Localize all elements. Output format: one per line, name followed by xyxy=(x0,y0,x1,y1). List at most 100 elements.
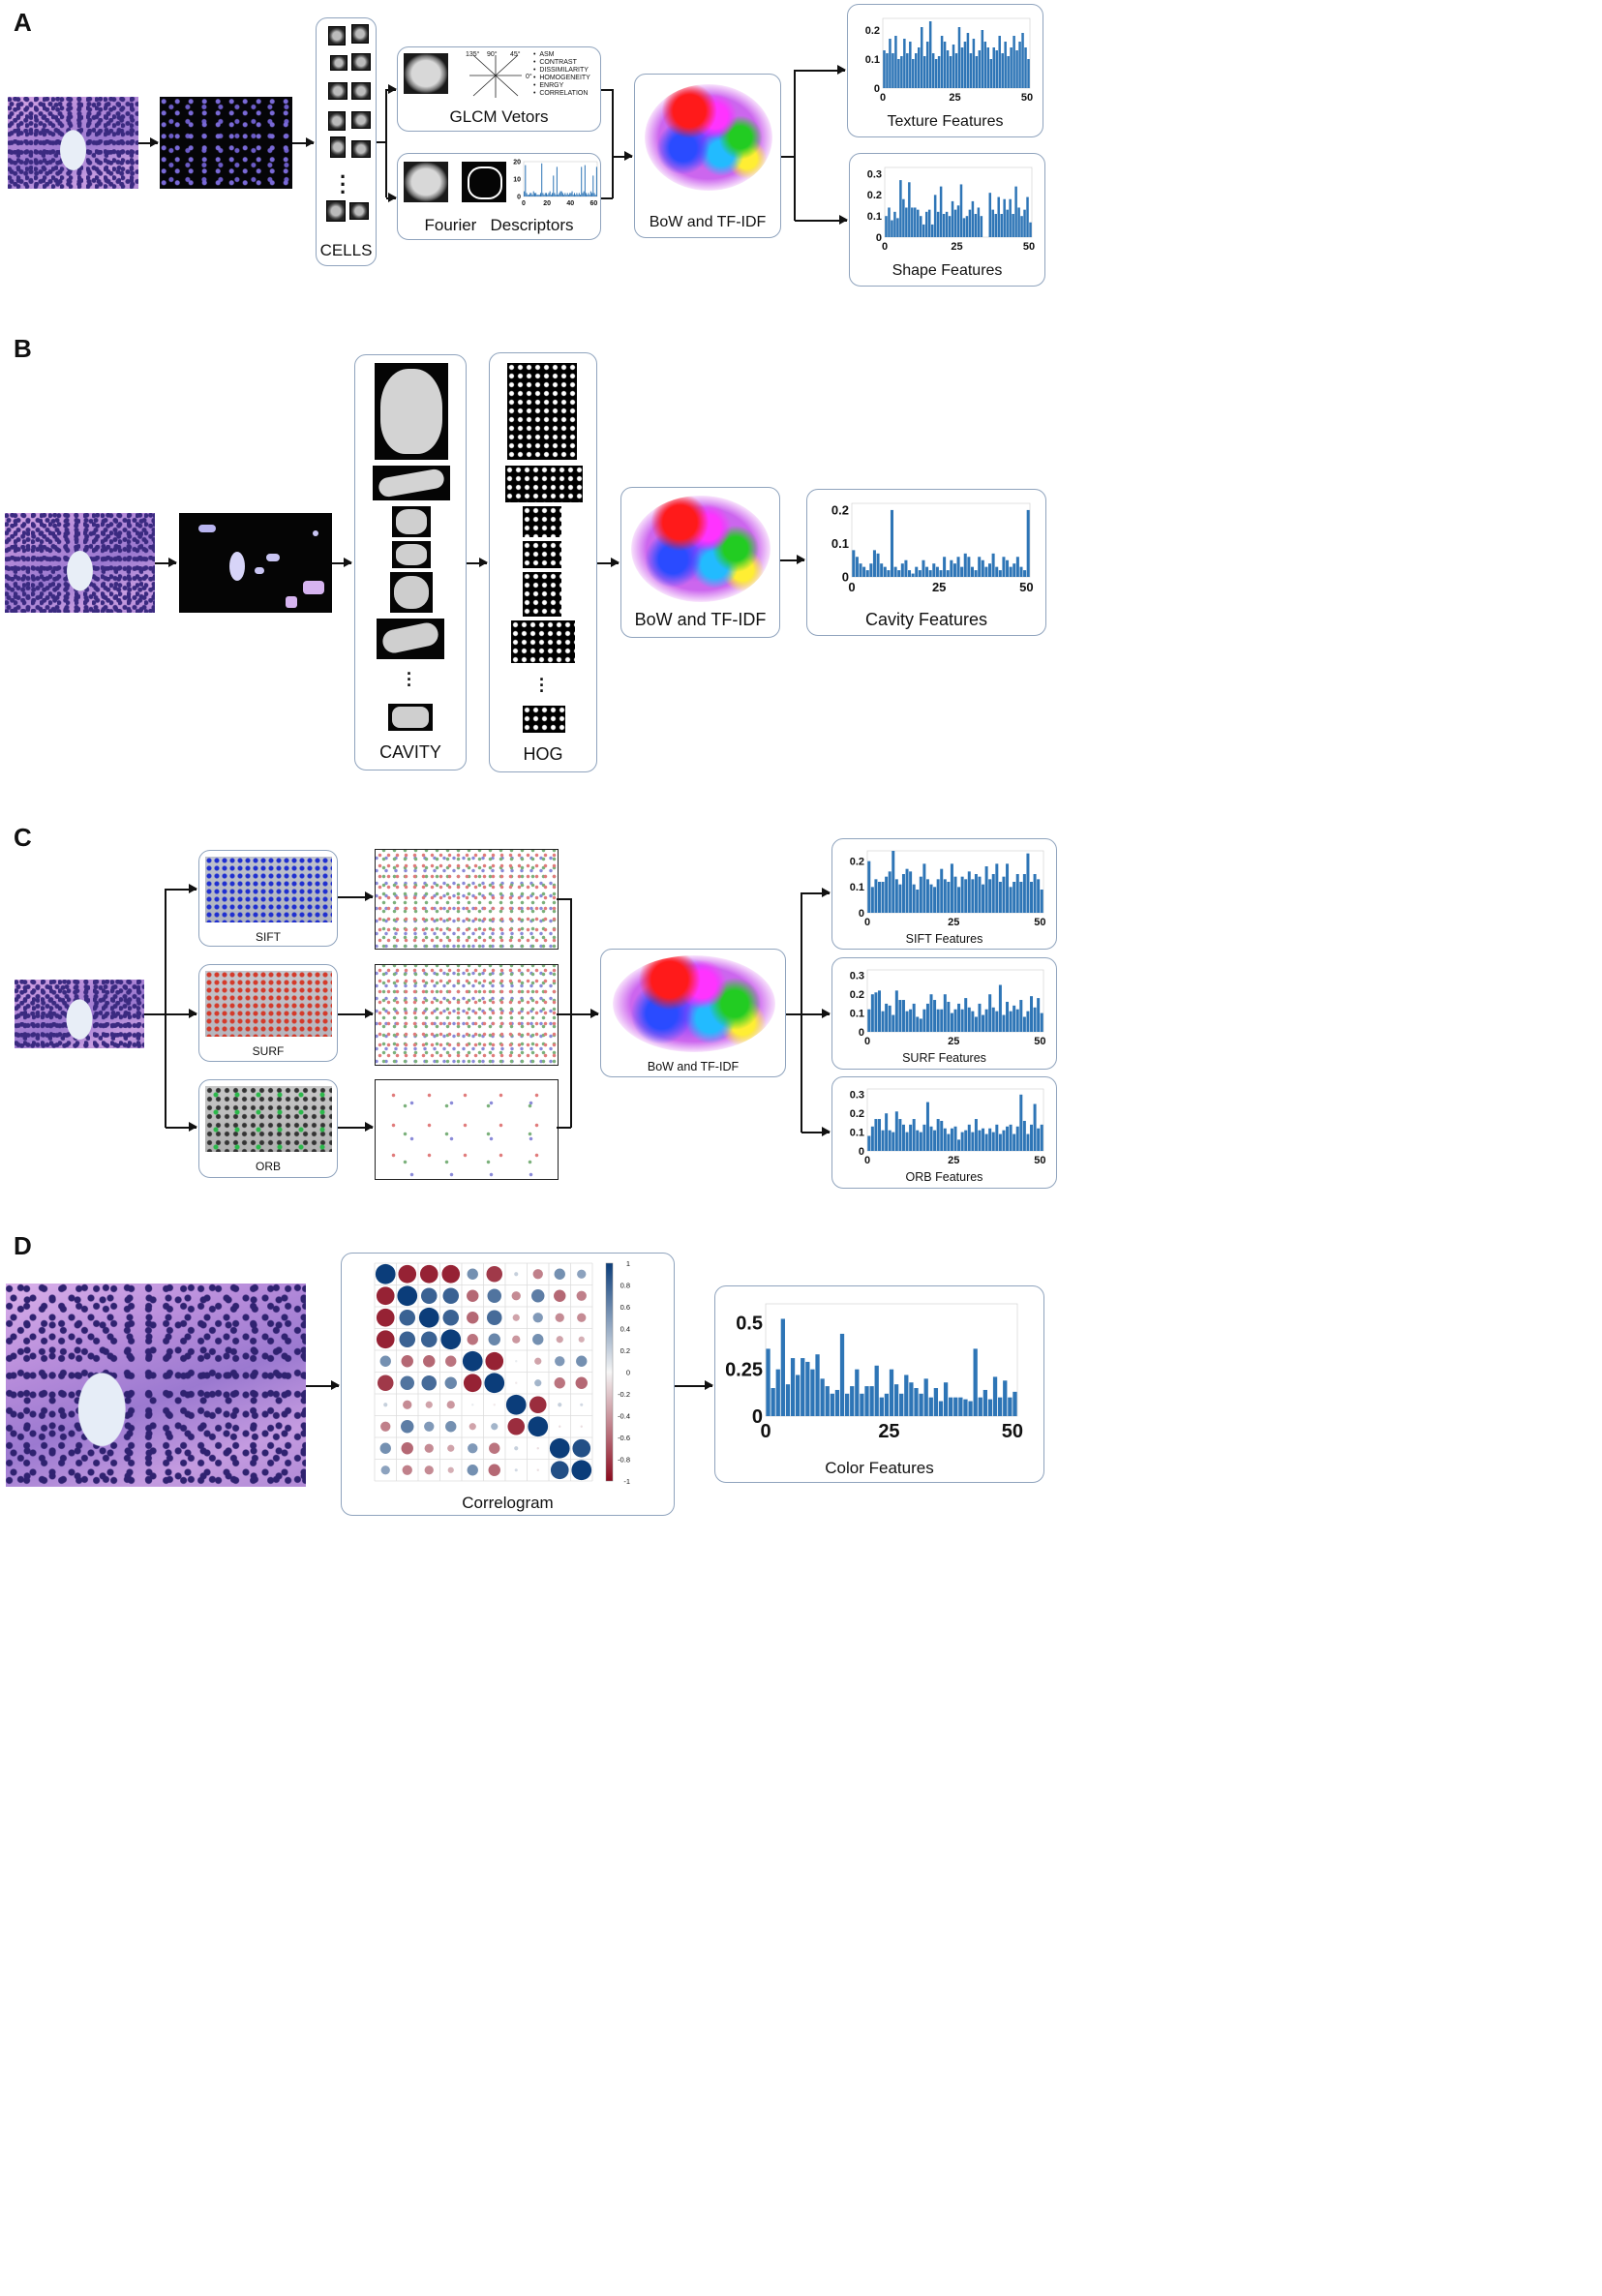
histogram-bar xyxy=(998,984,1002,1032)
histogram-bar xyxy=(586,193,588,196)
bow-box-b: BoW and TF-IDF xyxy=(620,487,780,638)
cavity-label: CAVITY xyxy=(379,742,441,762)
histogram-bar xyxy=(931,53,935,88)
correlation-circle xyxy=(558,1403,562,1407)
histogram-bar xyxy=(972,39,976,88)
histogram-bar xyxy=(919,1018,922,1032)
histogram-bar xyxy=(922,863,926,913)
y-tick-label: 0.2 xyxy=(850,989,864,1001)
correlation-circle xyxy=(379,1442,391,1454)
histogram-bar xyxy=(960,876,964,913)
correlation-circle xyxy=(559,1425,561,1428)
histogram-bar xyxy=(947,1133,951,1151)
cell-thumbnail xyxy=(351,82,371,100)
histogram-bar xyxy=(933,1388,939,1416)
histogram-bar xyxy=(556,166,558,196)
connector-line xyxy=(601,197,613,199)
cavity-blob xyxy=(303,581,324,594)
arrow-to-shape xyxy=(795,216,848,224)
cells-box: · · · CELLS xyxy=(316,17,377,266)
x-tick-label: 25 xyxy=(878,1421,899,1441)
histogram-bar xyxy=(852,550,856,577)
y-tick-label: 0 xyxy=(859,1146,864,1158)
histogram-bar xyxy=(949,1397,953,1416)
histogram-bar xyxy=(916,1130,920,1151)
histogram-bar xyxy=(967,871,971,913)
histogram-bar xyxy=(548,193,550,196)
histogram-bar xyxy=(943,1382,949,1416)
histogram-bar xyxy=(1014,186,1017,237)
colorbar-tick-label: -1 xyxy=(623,1477,630,1484)
orb-box: ORB xyxy=(198,1079,338,1178)
surf-label: SURF xyxy=(252,1044,285,1058)
histogram-bar xyxy=(1009,566,1013,577)
ellipsis-dots: · · · xyxy=(407,664,412,695)
y-tick-label: 0.1 xyxy=(850,1127,864,1138)
glcm-property: • CONTRAST xyxy=(533,59,577,66)
y-tick-label: 0.3 xyxy=(850,1090,864,1102)
histogram-bar xyxy=(580,195,582,196)
histogram-bar xyxy=(928,21,932,88)
correlation-circle xyxy=(555,1356,565,1367)
correlation-circle xyxy=(463,1374,482,1393)
histogram-bar xyxy=(984,566,988,577)
histogram-bar xyxy=(967,1007,971,1032)
correlation-circle xyxy=(511,1291,521,1301)
histogram-bar xyxy=(888,207,891,237)
histogram-bar xyxy=(591,193,593,196)
histogram-bar xyxy=(815,1354,820,1416)
cavity-blob xyxy=(266,554,280,561)
histogram-bar xyxy=(1022,1016,1026,1032)
x-tick-label: 60 xyxy=(589,200,597,207)
x-tick-label: 50 xyxy=(1034,1036,1045,1047)
fourier-histogram: 0 10 20 0 20 40 60 xyxy=(513,159,597,207)
correlation-circle xyxy=(377,1375,394,1392)
histogram-bar xyxy=(995,863,999,913)
cell-texture-image xyxy=(404,53,448,94)
glcm-direction-diagram xyxy=(469,54,522,98)
correlation-circle xyxy=(534,1379,542,1387)
histogram-bar xyxy=(1040,1012,1043,1032)
histogram-bar xyxy=(995,1011,999,1032)
correlation-circle xyxy=(467,1289,479,1302)
histogram-bar xyxy=(870,887,874,913)
histogram-bar xyxy=(894,990,898,1032)
panel-letter-b: B xyxy=(14,334,32,363)
x-tick-label: 50 xyxy=(1021,92,1033,104)
histogram-bar xyxy=(978,1397,982,1416)
histogram-bar xyxy=(995,566,999,577)
histogram-bar xyxy=(1033,1007,1037,1032)
bow-label-c: BoW and TF-IDF xyxy=(647,1060,740,1073)
histogram-bar xyxy=(957,1003,961,1032)
correlation-circle xyxy=(380,1465,390,1475)
sift-keypoints-image xyxy=(205,857,332,922)
cluster-plot xyxy=(613,955,775,1052)
colorbar-tick-label: -0.2 xyxy=(618,1390,630,1399)
histogram-bar xyxy=(950,559,953,577)
histogram-bar xyxy=(879,1397,884,1416)
histogram-bar xyxy=(543,195,545,196)
correlation-circle xyxy=(488,1333,500,1345)
histogram-bar xyxy=(1022,874,1026,913)
correlation-circle xyxy=(376,1286,395,1306)
histogram-bar xyxy=(547,195,549,196)
correlation-circle xyxy=(486,1310,502,1326)
correlation-circle xyxy=(467,1334,478,1345)
histogram-bar xyxy=(592,175,594,196)
histogram-bar xyxy=(885,216,888,237)
histogram-bar xyxy=(877,1119,881,1151)
histogram-bar xyxy=(991,1007,995,1032)
arrow-to-bow-c xyxy=(571,1010,599,1017)
correlation-circle xyxy=(514,1272,519,1277)
correlation-circle xyxy=(400,1375,414,1390)
histogram-bar xyxy=(971,1132,975,1151)
glcm-angle-label: 90° xyxy=(487,51,498,58)
histogram-bar xyxy=(908,182,911,237)
histogram-bar xyxy=(564,193,566,196)
histogram-bar xyxy=(900,56,903,88)
histogram-bar xyxy=(900,563,904,577)
histogram-bar xyxy=(874,879,878,913)
histogram-bar xyxy=(1037,998,1041,1032)
histogram-bar xyxy=(881,1011,885,1032)
histogram-bar xyxy=(952,45,955,88)
